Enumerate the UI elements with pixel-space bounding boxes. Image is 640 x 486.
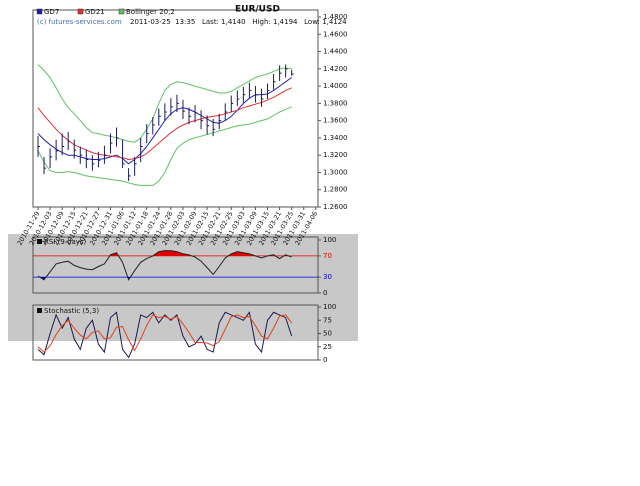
- panel-marker: [37, 308, 42, 313]
- y-tick-label: 1.4200: [323, 65, 348, 73]
- legend-label: GD7: [44, 8, 59, 16]
- panel-marker: [37, 239, 42, 244]
- overbought-fill: [38, 250, 292, 256]
- bollinger-upper: [37, 64, 292, 143]
- panel-title: Stochastic (5,3): [44, 307, 99, 315]
- quote-info: 2011-03-25 13:35 Last: 1,4140 High: 1,41…: [130, 18, 347, 26]
- chart-title: EUR/USD: [235, 5, 280, 15]
- y-tick-label: 1.4000: [323, 82, 348, 90]
- y-tick-label: 100: [323, 303, 336, 311]
- indicator-background: [8, 234, 358, 341]
- y-tick-label: 1.2600: [323, 203, 348, 211]
- y-tick-label: 1.4400: [323, 48, 348, 56]
- y-tick-label: 1.3600: [323, 117, 348, 125]
- y-tick-label: 1.3800: [323, 99, 348, 107]
- y-tick-label: 1.3400: [323, 134, 348, 142]
- legend-swatch: [36, 8, 43, 15]
- stochastic-line: [37, 314, 293, 353]
- panel-title: RSI (9 days): [44, 238, 87, 246]
- y-tick-label: 1.4800: [323, 13, 348, 21]
- y-tick-label: 100: [323, 236, 336, 244]
- y-tick-label: 25: [323, 343, 332, 351]
- legend-label: Bollinger 20,2: [126, 8, 175, 16]
- main-panel: [32, 9, 319, 208]
- bollinger-lower: [37, 106, 292, 186]
- y-tick-label: 30: [323, 273, 332, 281]
- y-tick-label: 70: [323, 252, 332, 260]
- moving-average-line: [37, 87, 292, 161]
- y-tick-label: 1.4600: [323, 30, 348, 38]
- rsi-line: [37, 250, 292, 281]
- y-tick-label: 0: [323, 289, 327, 297]
- stochastic-line: [37, 311, 293, 359]
- y-tick-label: 1.3000: [323, 168, 348, 176]
- rsi-panel: [32, 236, 319, 294]
- y-tick-label: 0: [323, 356, 327, 364]
- legend-swatch: [118, 8, 125, 15]
- legend-swatch: [77, 8, 84, 15]
- copyright: (c) futures-services.com: [37, 18, 122, 26]
- y-tick-label: 50: [323, 330, 332, 338]
- y-tick-label: 75: [323, 316, 332, 324]
- stochastic-panel: [32, 304, 319, 361]
- legend-label: GD21: [85, 8, 105, 16]
- y-tick-label: 1.2800: [323, 186, 348, 194]
- y-tick-label: 1.3200: [323, 151, 348, 159]
